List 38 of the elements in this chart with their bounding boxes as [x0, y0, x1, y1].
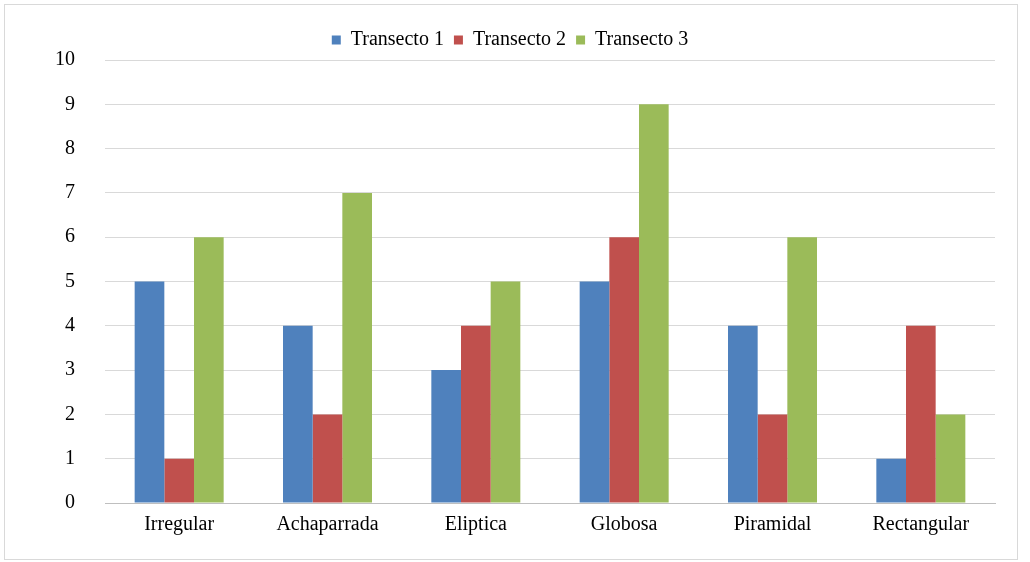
- bar: [134, 281, 165, 503]
- y-tick-label: 10: [55, 47, 75, 70]
- y-tick-label: 2: [65, 401, 75, 424]
- x-tick-label: Globosa: [590, 512, 658, 535]
- bar: [283, 325, 313, 503]
- y-tick-label: 9: [65, 91, 75, 114]
- bar: [787, 237, 817, 503]
- bar: [431, 370, 461, 503]
- y-tick-label: 1: [65, 445, 75, 468]
- bar: [194, 237, 224, 503]
- legend-label: Transecto 3: [595, 27, 689, 50]
- bar: [461, 325, 491, 503]
- x-tick-label: Rectangular: [872, 512, 970, 536]
- bar: [935, 414, 966, 503]
- x-tick-label: Irregular: [144, 512, 215, 536]
- y-tick-label: 7: [65, 180, 75, 203]
- x-tick-label: Achaparrada: [276, 512, 379, 536]
- bar: [164, 458, 194, 503]
- bar: [876, 458, 906, 503]
- y-tick-label: 0: [65, 490, 75, 513]
- y-tick-label: 8: [65, 135, 75, 158]
- legend-label: Transecto 2: [472, 27, 567, 50]
- y-tick-label: 6: [65, 224, 75, 247]
- bar: [342, 192, 372, 503]
- x-tick-label: Piramidal: [733, 512, 812, 535]
- bar: [579, 281, 610, 503]
- bar: [728, 325, 758, 503]
- x-tick-label: Eliptica: [444, 512, 508, 536]
- bar: [906, 325, 936, 503]
- bar: [609, 237, 639, 503]
- bar: [312, 414, 343, 503]
- bar: [490, 281, 521, 503]
- y-tick-label: 4: [65, 313, 75, 336]
- y-tick-label: 3: [65, 357, 75, 380]
- legend-label: Transecto 1: [350, 27, 444, 50]
- bar: [639, 104, 669, 503]
- bar: [757, 414, 788, 503]
- y-tick-label: 5: [65, 268, 75, 291]
